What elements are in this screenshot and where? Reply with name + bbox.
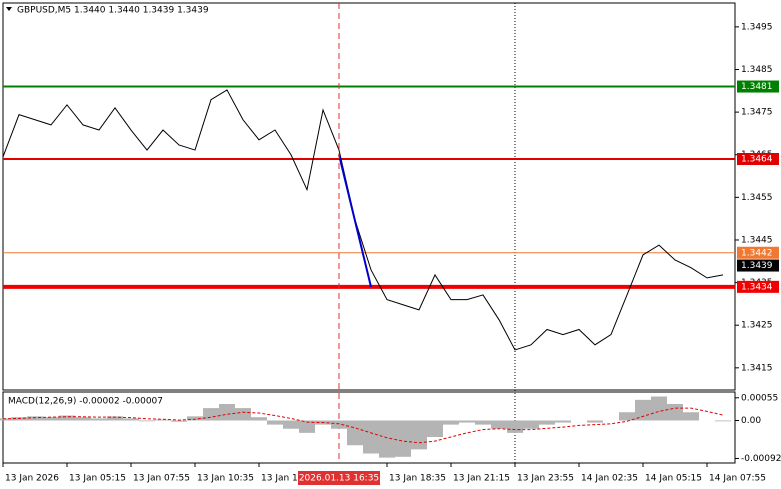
macd-bar — [411, 420, 427, 450]
level-label: 1.3434 — [741, 282, 773, 292]
macd-bar — [251, 417, 267, 421]
macd-bar — [75, 417, 91, 421]
macd-bar — [267, 420, 283, 425]
level-label-box — [737, 280, 779, 293]
macd-bar — [219, 403, 235, 421]
signal-line — [2, 407, 724, 444]
x-tick-label: 13 Jan 13 — [261, 474, 304, 484]
macd-title: MACD(12,26,9) -0.00002 -0.00007 — [8, 397, 163, 407]
macd-bar — [235, 408, 251, 421]
macd-bar — [475, 420, 491, 425]
macd-bar — [27, 416, 43, 421]
macd-bar — [491, 420, 507, 429]
macd-bar — [427, 420, 443, 437]
level-label: 1.3442 — [741, 248, 773, 258]
level-label: 1.3464 — [741, 154, 773, 164]
level-label: 1.3439 — [741, 261, 773, 271]
y-tick-label: 1.3475 — [741, 108, 773, 118]
macd-bar — [379, 420, 395, 458]
macd-bar — [539, 420, 555, 425]
macd-bar — [171, 420, 187, 422]
macd-bar — [651, 396, 667, 421]
price-line — [2, 89, 724, 351]
level-label: 1.3481 — [741, 82, 773, 92]
macd-bar — [139, 420, 155, 422]
level-label-box — [737, 246, 779, 259]
y-tick-label: 1.3455 — [741, 193, 773, 203]
x-tick-label: 13 Jan 2026 — [5, 474, 59, 484]
macd-bar — [347, 420, 363, 446]
macd-bar — [459, 420, 475, 423]
macd-bar — [715, 420, 731, 422]
x-tick-label: 13 Jan 18:35 — [389, 474, 446, 484]
macd-bar — [123, 418, 139, 421]
macd-bar — [635, 399, 651, 421]
chart-title: GBPUSD,M5 1.3440 1.3440 1.3439 1.3439 — [17, 6, 209, 16]
macd-bar — [683, 412, 699, 421]
x-tick-label: 14 Jan 07:55 — [709, 474, 766, 484]
macd-bar — [587, 420, 603, 423]
y-tick-label: 0.00 — [741, 416, 761, 426]
macd-bar — [107, 416, 123, 421]
macd-bar — [0, 418, 11, 421]
macd-bar — [619, 412, 635, 421]
macd-bar — [155, 419, 171, 421]
macd-bar — [443, 420, 459, 425]
macd-bar — [59, 415, 75, 421]
macd-bar — [43, 417, 59, 421]
x-tick-label: 13 Jan 23:55 — [517, 474, 574, 484]
macd-bar — [523, 420, 539, 429]
macd-bar — [331, 420, 347, 429]
y-tick-label: 1.3495 — [741, 22, 773, 32]
level-label-box — [737, 80, 779, 93]
macd-bar — [299, 420, 315, 433]
price-panel — [2, 2, 736, 391]
x-tick-label: 13 Jan 07:55 — [133, 474, 190, 484]
trendline — [338, 154, 372, 288]
y-tick-label: 0.00055 — [741, 393, 778, 403]
macd-bar — [187, 416, 203, 421]
y-tick-label: 1.3415 — [741, 363, 773, 373]
macd-bar — [91, 418, 107, 421]
menu-arrow — [6, 7, 12, 11]
macd-bar — [507, 420, 523, 433]
x-tick-label: 13 Jan 05:15 — [69, 474, 126, 484]
macd-bar — [203, 408, 219, 421]
macd-bar — [667, 403, 683, 421]
x-tick-label: 13 Jan 10:35 — [197, 474, 254, 484]
macd-bar — [395, 420, 411, 457]
level-label-box — [737, 259, 779, 272]
x-tick-label: 14 Jan 05:15 — [645, 474, 702, 484]
macd-panel — [2, 391, 736, 464]
macd-bar — [283, 420, 299, 429]
y-tick-label: 1.3445 — [741, 235, 773, 245]
x-tick-label: 14 Jan 02:35 — [581, 474, 638, 484]
cursor-label: 2026.01.13 16:35 — [299, 474, 379, 484]
macd-bar — [363, 420, 379, 454]
cursor-label-box — [298, 471, 380, 485]
y-tick-label: 1.3425 — [741, 321, 773, 331]
level-label-box — [737, 152, 779, 165]
x-tick-label: 13 Jan 21:15 — [453, 474, 510, 484]
y-tick-label: 1.3485 — [741, 65, 773, 75]
macd-bar — [555, 420, 571, 423]
y-tick-label: -0.00092 — [741, 454, 781, 464]
